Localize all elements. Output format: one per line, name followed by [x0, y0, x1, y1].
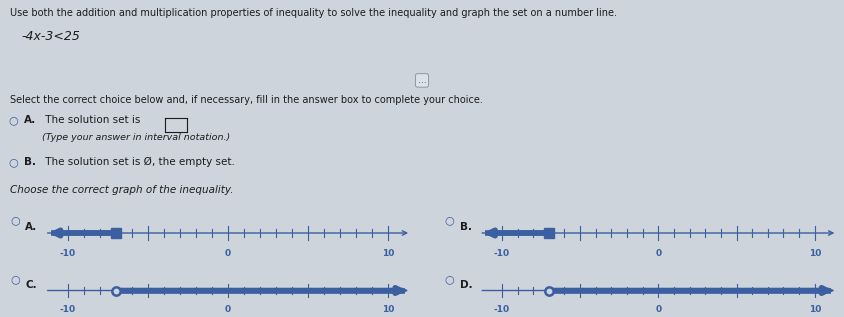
Text: 10: 10 [381, 305, 394, 314]
Text: -10: -10 [60, 305, 76, 314]
Text: 0: 0 [655, 249, 662, 258]
Text: The solution set is Ø, the empty set.: The solution set is Ø, the empty set. [42, 157, 235, 167]
Text: 10: 10 [809, 305, 821, 314]
Text: -4x-3<25: -4x-3<25 [21, 30, 80, 43]
Text: ...: ... [418, 76, 426, 85]
Text: -10: -10 [494, 305, 510, 314]
Text: D.: D. [460, 280, 473, 290]
Text: ○: ○ [445, 274, 454, 284]
Text: 0: 0 [225, 305, 231, 314]
Text: -10: -10 [60, 249, 76, 258]
Text: C.: C. [25, 280, 37, 290]
Text: Use both the addition and multiplication properties of inequality to solve the i: Use both the addition and multiplication… [10, 8, 617, 18]
Text: 0: 0 [655, 305, 662, 314]
Text: ○: ○ [8, 115, 19, 125]
Text: -10: -10 [494, 249, 510, 258]
Text: ○: ○ [8, 157, 19, 167]
Text: ○: ○ [10, 274, 19, 284]
Text: 10: 10 [809, 249, 821, 258]
Text: ○: ○ [10, 215, 19, 225]
Text: A.: A. [25, 222, 37, 232]
Text: Select the correct choice below and, if necessary, fill in the answer box to com: Select the correct choice below and, if … [10, 95, 483, 105]
Text: ○: ○ [445, 215, 454, 225]
Text: 10: 10 [381, 249, 394, 258]
Text: Choose the correct graph of the inequality.: Choose the correct graph of the inequali… [10, 185, 234, 195]
Text: B.: B. [460, 222, 472, 232]
Text: (Type your answer in interval notation.): (Type your answer in interval notation.) [42, 133, 230, 142]
Text: B.: B. [24, 157, 35, 167]
Text: A.: A. [24, 115, 36, 125]
Text: 0: 0 [225, 249, 231, 258]
Text: The solution set is: The solution set is [42, 115, 141, 125]
